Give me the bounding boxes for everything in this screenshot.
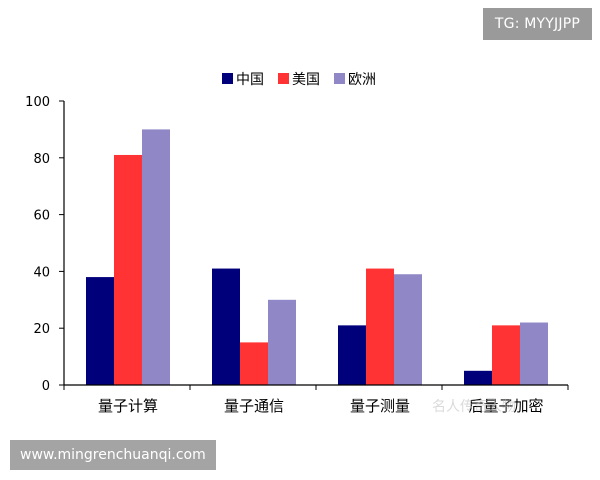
bar [464,370,492,385]
x-tick-label: 量子测量 [350,397,410,415]
legend-label: 欧洲 [348,72,376,88]
bar [492,325,520,385]
bar [394,274,422,385]
legend-label: 中国 [236,72,264,88]
bar [240,342,268,385]
x-tick-label: 量子计算 [98,397,158,415]
legend-swatch [278,73,289,84]
y-tick-label: 60 [33,209,50,224]
legend-swatch [222,73,233,84]
website-badge: www.mingrenchuanqi.com [10,440,216,470]
bar [212,268,240,385]
bar [86,277,114,385]
bar [114,154,142,385]
x-axis: 量子计算 量子通信 量子测量 后量子加密 [63,384,569,415]
watermark-text: 名人传奇人物 [432,399,516,415]
legend-label: 美国 [292,72,320,88]
y-tick-label: 100 [25,95,50,110]
y-axis: 0 20 40 60 80 100 [25,95,65,394]
y-tick-label: 20 [33,322,50,337]
bar [366,268,394,385]
x-tick-label: 量子通信 [224,397,284,415]
legend-swatch [334,73,345,84]
bars [86,129,548,385]
bar [338,325,366,385]
y-tick-label: 0 [42,379,50,394]
chart-legend: 中国 美国 欧洲 [222,72,376,88]
y-tick-label: 80 [33,152,50,167]
telegram-badge: TG: MYYJJPP [482,8,592,40]
y-tick-label: 40 [33,265,50,280]
bar [142,129,170,385]
x-tick-label: 后量子加密 [468,397,543,415]
bar [268,299,296,385]
bar [520,322,548,385]
